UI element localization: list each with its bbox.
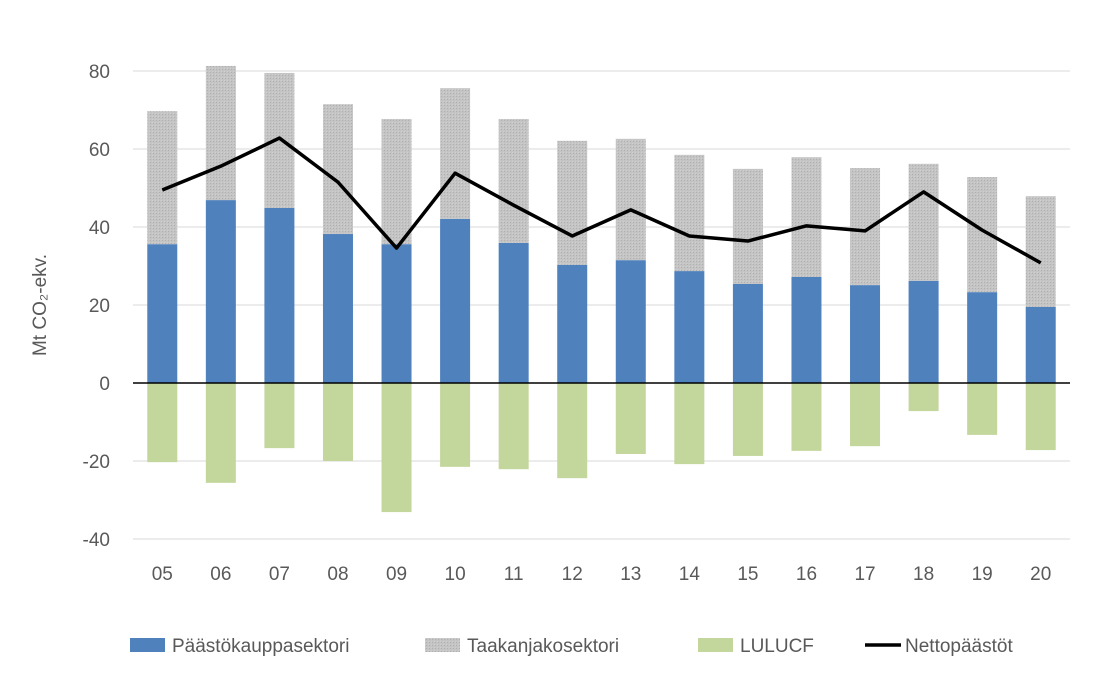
bar-lulucf-10 xyxy=(440,383,470,467)
bar-päästökauppasektori-11 xyxy=(499,243,529,383)
bar-lulucf-20 xyxy=(1026,383,1056,450)
x-tick-label: 19 xyxy=(972,564,993,585)
bar-päästökauppasektori-08 xyxy=(323,234,353,383)
x-tick-label: 12 xyxy=(562,564,583,585)
bar-päästökauppasektori-15 xyxy=(733,284,763,383)
legend-label: Taakanjakosektori xyxy=(467,636,619,657)
bar-taakanjakosektori-12 xyxy=(557,141,587,265)
y-tick-label: -20 xyxy=(83,452,110,473)
bar-lulucf-12 xyxy=(557,383,587,478)
bar-päästökauppasektori-20 xyxy=(1026,307,1056,383)
x-tick-label: 17 xyxy=(854,564,875,585)
legend-swatch xyxy=(130,638,165,652)
bar-päästökauppasektori-14 xyxy=(674,271,704,383)
x-tick-label: 08 xyxy=(327,564,348,585)
bar-päästökauppasektori-16 xyxy=(791,277,821,383)
bar-päästökauppasektori-17 xyxy=(850,285,880,383)
x-tick-label: 20 xyxy=(1030,564,1051,585)
bar-lulucf-14 xyxy=(674,383,704,464)
x-tick-labels: 05 06 07 08 09 10 11 12 13 14 15 16 17 18 19 20 xyxy=(152,564,1052,585)
x-tick-label: 09 xyxy=(386,564,407,585)
bar-lulucf-13 xyxy=(616,383,646,454)
y-tick-labels: -40 -20 0 20 40 60 80 xyxy=(83,62,110,551)
bar-päästökauppasektori-18 xyxy=(909,281,939,383)
bar-taakanjakosektori-10 xyxy=(440,88,470,219)
bar-taakanjakosektori-15 xyxy=(733,169,763,284)
legend: Päästökauppasektori Taakanjakosektori LULU… xyxy=(130,636,1013,657)
x-tick-label: 13 xyxy=(620,564,641,585)
bar-taakanjakosektori-06 xyxy=(206,66,236,200)
bar-lulucf-19 xyxy=(967,383,997,435)
bar-taakanjakosektori-11 xyxy=(499,119,529,243)
legend-label: Nettopäästöt xyxy=(905,636,1013,657)
x-tick-label: 05 xyxy=(152,564,173,585)
bar-taakanjakosektori-07 xyxy=(264,73,294,208)
x-tick-label: 16 xyxy=(796,564,817,585)
y-tick-label: -40 xyxy=(83,530,110,551)
legend-swatch xyxy=(698,638,733,652)
bar-päästökauppasektori-12 xyxy=(557,265,587,383)
bar-taakanjakosektori-13 xyxy=(616,139,646,260)
y-tick-label: 0 xyxy=(99,374,110,395)
bar-päästökauppasektori-10 xyxy=(440,219,470,383)
bar-lulucf-09 xyxy=(382,383,412,512)
bar-lulucf-08 xyxy=(323,383,353,461)
bar-taakanjakosektori-05 xyxy=(147,111,177,244)
bar-päästökauppasektori-13 xyxy=(616,260,646,383)
bar-taakanjakosektori-20 xyxy=(1026,196,1056,307)
x-tick-label: 18 xyxy=(913,564,934,585)
legend-label: Päästökauppasektori xyxy=(172,636,349,657)
y-tick-label: 40 xyxy=(89,218,110,239)
bar-taakanjakosektori-08 xyxy=(323,104,353,234)
y-tick-label: 80 xyxy=(89,62,110,83)
bar-lulucf-07 xyxy=(264,383,294,448)
x-tick-label: 07 xyxy=(269,564,290,585)
legend-item-nettopäästöt: Nettopäästöt xyxy=(865,636,1013,657)
bar-lulucf-15 xyxy=(733,383,763,456)
x-tick-label: 06 xyxy=(210,564,231,585)
x-tick-label: 15 xyxy=(737,564,758,585)
bar-taakanjakosektori-16 xyxy=(791,157,821,277)
bars xyxy=(147,66,1055,512)
legend-item-päästökauppasektori: Päästökauppasektori xyxy=(130,636,349,657)
bar-päästökauppasektori-05 xyxy=(147,244,177,383)
bar-taakanjakosektori-14 xyxy=(674,155,704,271)
bar-päästökauppasektori-09 xyxy=(382,244,412,383)
bar-päästökauppasektori-06 xyxy=(206,200,236,383)
bar-lulucf-18 xyxy=(909,383,939,411)
legend-item-taakanjakosektori: Taakanjakosektori xyxy=(425,636,619,657)
bar-lulucf-17 xyxy=(850,383,880,446)
bar-lulucf-05 xyxy=(147,383,177,462)
bar-taakanjakosektori-17 xyxy=(850,168,880,285)
bar-taakanjakosektori-09 xyxy=(382,119,412,244)
x-tick-label: 11 xyxy=(504,564,524,585)
legend-item-lulucf: LULUCF xyxy=(698,636,814,657)
bar-lulucf-06 xyxy=(206,383,236,483)
y-tick-label: 20 xyxy=(89,296,110,317)
bar-lulucf-16 xyxy=(791,383,821,451)
bar-lulucf-11 xyxy=(499,383,529,469)
bar-taakanjakosektori-18 xyxy=(909,164,939,281)
legend-label: LULUCF xyxy=(740,636,814,657)
bar-päästökauppasektori-19 xyxy=(967,292,997,383)
bar-päästökauppasektori-07 xyxy=(264,208,294,383)
legend-swatch xyxy=(425,638,460,652)
y-axis-title: Mt CO₂-ekv. xyxy=(30,254,51,356)
x-tick-label: 10 xyxy=(445,564,466,585)
x-tick-label: 14 xyxy=(679,564,701,585)
y-tick-label: 60 xyxy=(89,140,110,161)
